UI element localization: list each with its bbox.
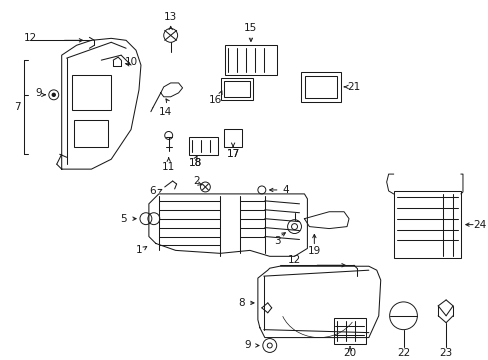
Text: 6: 6 [149, 186, 156, 196]
Text: 18: 18 [188, 158, 202, 168]
Bar [224, 130, 242, 147]
Text: 7: 7 [14, 102, 20, 112]
Text: 17: 17 [226, 149, 239, 159]
Text: 10: 10 [124, 57, 137, 67]
Bar [188, 138, 218, 155]
Text: 21: 21 [346, 82, 360, 92]
Text: 14: 14 [159, 107, 172, 117]
Bar [224, 81, 249, 97]
Text: 17: 17 [226, 149, 239, 159]
Circle shape [52, 93, 55, 96]
Text: 4: 4 [282, 185, 288, 195]
Bar [393, 191, 460, 258]
Bar [333, 318, 365, 343]
Text: 5: 5 [120, 214, 126, 224]
Text: 22: 22 [396, 348, 409, 359]
Text: 15: 15 [244, 23, 257, 33]
Text: 9: 9 [244, 341, 251, 351]
Text: 19: 19 [307, 246, 320, 256]
Bar [224, 45, 276, 75]
Bar [305, 76, 336, 98]
Text: 3: 3 [274, 237, 281, 247]
Text: 13: 13 [163, 12, 177, 22]
Text: 20: 20 [343, 348, 356, 359]
Text: 2: 2 [193, 176, 199, 186]
Text: 1: 1 [135, 246, 142, 255]
Text: 12: 12 [287, 255, 301, 265]
Text: 8: 8 [238, 298, 245, 308]
Text: 24: 24 [472, 220, 486, 230]
Text: 9: 9 [36, 88, 42, 98]
Bar [73, 120, 108, 147]
Bar [301, 72, 341, 102]
Bar [221, 78, 252, 100]
Text: 12: 12 [23, 33, 37, 43]
Text: 11: 11 [162, 162, 175, 172]
Text: 23: 23 [439, 348, 452, 359]
Text: 16: 16 [208, 95, 222, 105]
Text: 18: 18 [188, 158, 202, 168]
Bar [71, 75, 111, 110]
